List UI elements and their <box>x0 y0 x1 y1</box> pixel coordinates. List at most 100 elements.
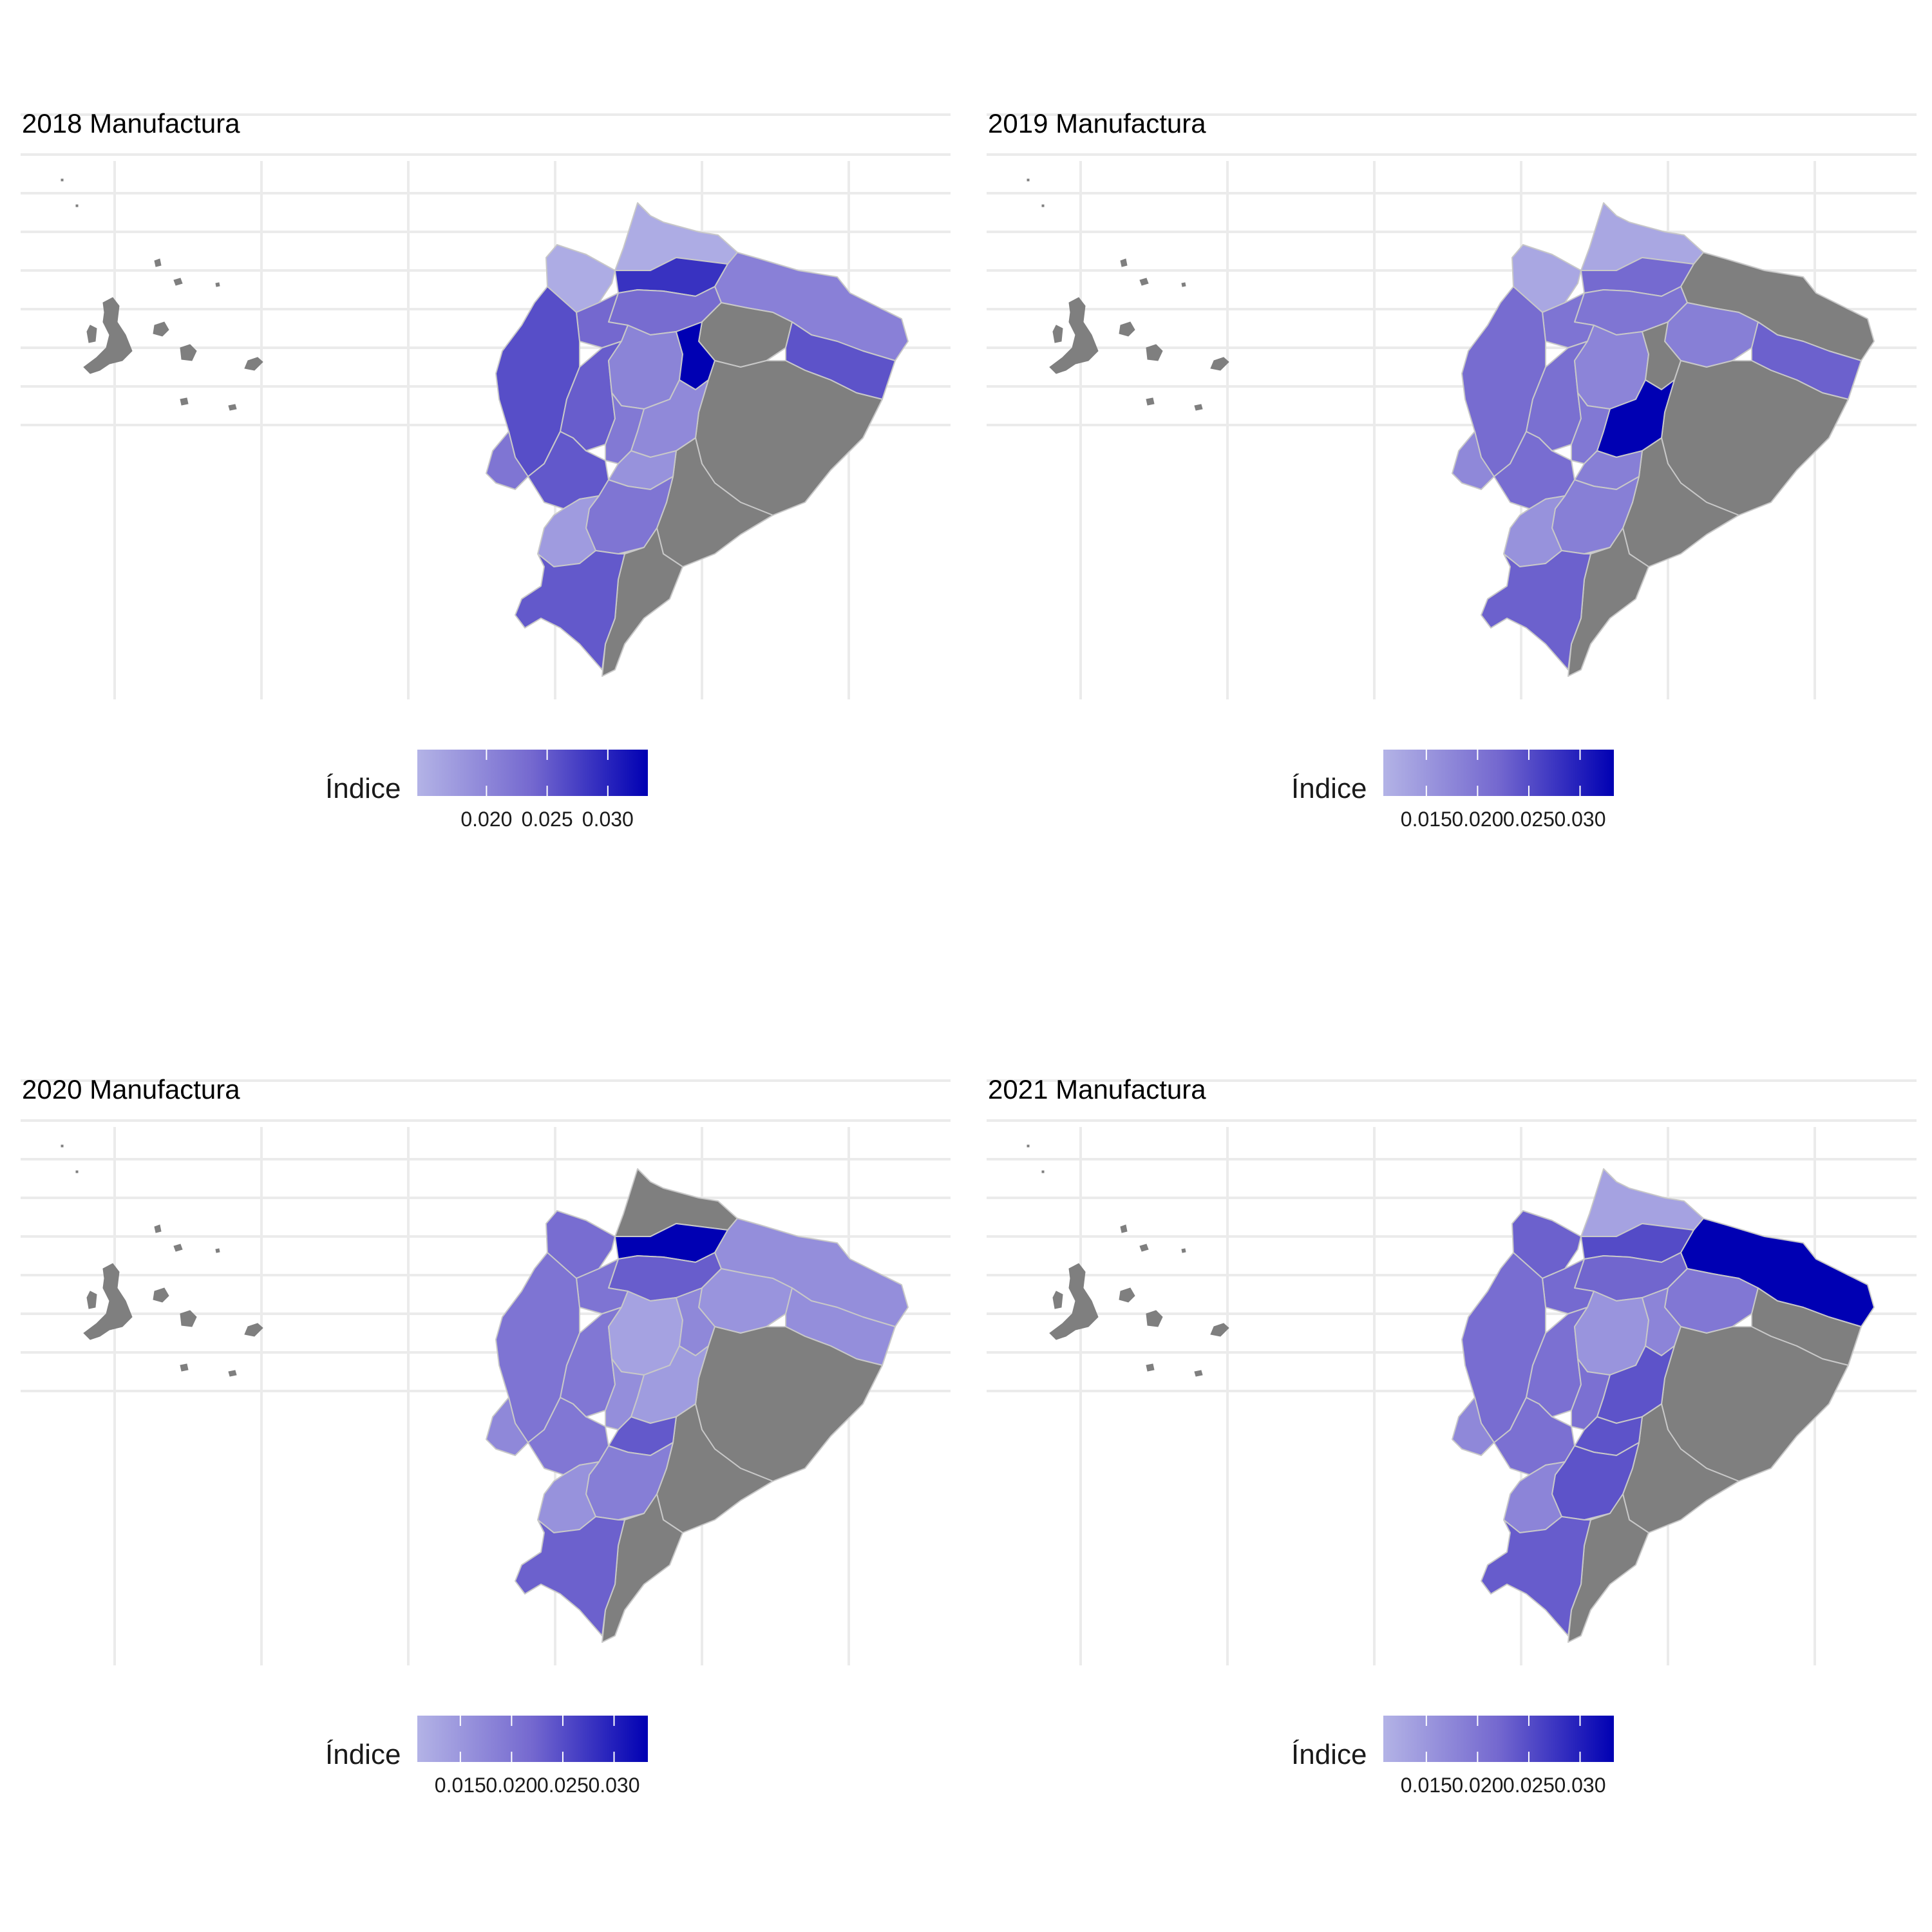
region-galapagos <box>1041 204 1045 207</box>
map-panel-2021: 2021 Manufactura Índice 0.015 0.020 0.025 0… <box>966 966 1932 1932</box>
map-canvas <box>21 1079 951 1665</box>
region-santa-elena <box>486 431 529 490</box>
region-chimborazo <box>630 379 709 458</box>
provinces <box>486 1168 909 1643</box>
map-title: 2018 Manufactura <box>22 108 240 138</box>
region-galapagos <box>173 1244 183 1252</box>
legend-tick-label: 0.030 <box>1554 808 1606 831</box>
region-galapagos <box>180 1310 197 1327</box>
galapagos-islands <box>61 1144 263 1377</box>
galapagos-islands <box>1027 1144 1229 1377</box>
region-galapagos <box>1146 1363 1155 1372</box>
region-galapagos <box>244 357 263 371</box>
legend-colorbar <box>417 1716 648 1762</box>
region-galapagos <box>1181 1248 1186 1253</box>
region-galapagos <box>61 178 64 182</box>
legend-tick-label: 0.020 <box>1452 808 1504 831</box>
legend-tick-label: 0.015 <box>1400 1774 1452 1797</box>
region-galapagos <box>153 321 169 337</box>
legend-tick-label: 0.025 <box>1502 1774 1555 1797</box>
region-galapagos <box>1052 1291 1063 1309</box>
region-galapagos <box>180 397 189 406</box>
provinces <box>1452 202 1875 677</box>
region-loja <box>515 1516 625 1636</box>
map-panel-2018: 2018 Manufactura Índice 0.020 0.025 0.030 <box>0 0 966 966</box>
region-galapagos <box>1146 397 1155 406</box>
legend-tick-label: 0.030 <box>588 1774 640 1797</box>
map-panel-2019: 2019 Manufactura Índice 0.015 0.020 0.025 0… <box>966 0 1932 966</box>
region-galapagos <box>153 1287 169 1303</box>
region-santa-elena <box>486 1397 529 1456</box>
galapagos-islands <box>61 178 263 411</box>
colorbar-gradient <box>417 750 648 796</box>
region-galapagos <box>1146 1310 1163 1327</box>
region-galapagos <box>1120 1224 1128 1233</box>
region-chimborazo <box>630 1345 709 1424</box>
region-galapagos <box>75 204 79 207</box>
map-title: 2021 Manufactura <box>988 1074 1206 1104</box>
region-galapagos <box>215 1248 220 1253</box>
legend-colorbar <box>1383 1716 1614 1762</box>
region-chimborazo <box>1596 1345 1675 1424</box>
region-loja <box>1481 1516 1591 1636</box>
region-galapagos <box>61 1144 64 1148</box>
legend-tick-label: 0.015 <box>434 1774 486 1797</box>
region-galapagos <box>180 1363 189 1372</box>
region-galapagos <box>1120 258 1128 267</box>
legend-tick-label: 0.025 <box>1502 808 1555 831</box>
legend-tick-label: 0.030 <box>1554 1774 1606 1797</box>
region-loja <box>515 550 625 670</box>
region-galapagos <box>244 1323 263 1337</box>
region-galapagos <box>1027 1144 1030 1148</box>
map-canvas <box>21 113 951 699</box>
region-galapagos <box>154 258 162 267</box>
region-galapagos <box>83 297 133 374</box>
legend-title: Índice <box>325 1739 401 1770</box>
region-galapagos <box>1146 344 1163 361</box>
region-galapagos <box>1049 1263 1099 1340</box>
region-galapagos <box>1119 321 1135 337</box>
region-galapagos <box>1139 278 1149 286</box>
legend-tick-label: 0.020 <box>1452 1774 1504 1797</box>
region-santa-elena <box>1452 431 1495 490</box>
map-canvas <box>987 113 1917 699</box>
map-canvas <box>987 1079 1917 1665</box>
region-galapagos <box>1194 404 1203 411</box>
region-chimborazo <box>1596 379 1675 458</box>
region-galapagos <box>1041 1170 1045 1173</box>
provinces <box>486 202 909 677</box>
region-galapagos <box>1210 1323 1229 1337</box>
region-galapagos <box>86 1291 97 1309</box>
region-galapagos <box>1181 282 1186 287</box>
legend-tick-label: 0.015 <box>1400 808 1452 831</box>
region-galapagos <box>173 278 183 286</box>
colorbar-gradient <box>1383 750 1614 796</box>
region-galapagos <box>83 1263 133 1340</box>
region-galapagos <box>1119 1287 1135 1303</box>
region-galapagos <box>1049 297 1099 374</box>
region-galapagos <box>154 1224 162 1233</box>
region-galapagos <box>1139 1244 1149 1252</box>
legend-title: Índice <box>325 773 401 804</box>
legend-tick-label: 0.025 <box>521 808 573 831</box>
galapagos-islands <box>1027 178 1229 411</box>
region-galapagos <box>228 1370 237 1377</box>
region-loja <box>1481 550 1591 670</box>
region-galapagos <box>75 1170 79 1173</box>
region-galapagos <box>1194 1370 1203 1377</box>
legend-colorbar <box>1383 750 1614 796</box>
map-title: 2020 Manufactura <box>22 1074 240 1104</box>
colorbar-gradient <box>1383 1716 1614 1762</box>
region-galapagos <box>215 282 220 287</box>
legend-tick-label: 0.030 <box>582 808 634 831</box>
region-santa-elena <box>1452 1397 1495 1456</box>
legend-tick-label: 0.025 <box>536 1774 589 1797</box>
legend-title: Índice <box>1291 773 1367 804</box>
region-galapagos <box>180 344 197 361</box>
region-galapagos <box>1210 357 1229 371</box>
region-galapagos <box>228 404 237 411</box>
legend-tick-label: 0.020 <box>486 1774 538 1797</box>
region-galapagos <box>1052 325 1063 343</box>
legend-colorbar <box>417 750 648 796</box>
map-title: 2019 Manufactura <box>988 108 1206 138</box>
